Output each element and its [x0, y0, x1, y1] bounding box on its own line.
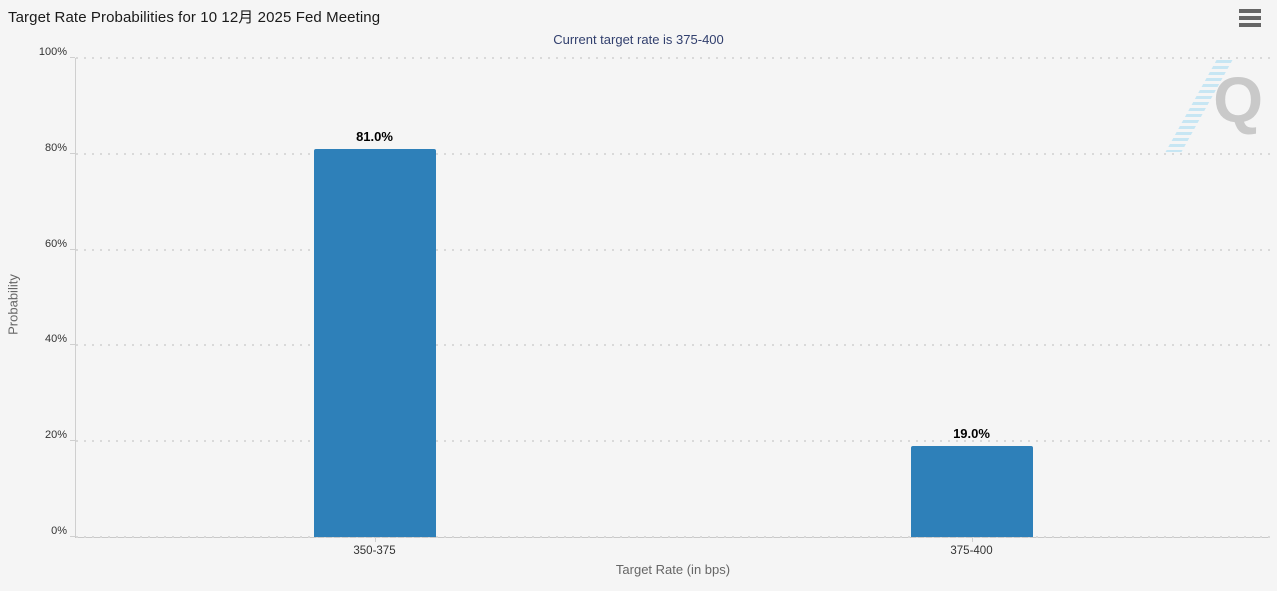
gridline — [76, 536, 1270, 538]
y-axis-tick-label: 100% — [38, 46, 67, 58]
chart-context-menu-button[interactable] — [1239, 8, 1263, 28]
gridline — [76, 152, 1270, 155]
chart-title: Target Rate Probabilities for 10 12月 202… — [8, 9, 381, 26]
y-axis-tick-label: 80% — [44, 141, 67, 154]
bar[interactable] — [313, 149, 436, 537]
gridline — [76, 440, 1270, 443]
hamburger-icon — [1239, 23, 1261, 27]
x-axis-category-label: 375-400 — [950, 545, 993, 557]
y-axis-line — [75, 58, 76, 537]
y-axis-tick-label: 0% — [51, 525, 67, 537]
chart-subtitle: Current target rate is 375-400 — [553, 32, 724, 47]
y-axis-tick-label: 20% — [44, 429, 67, 442]
y-axis-tick-label: 40% — [44, 333, 67, 346]
y-axis-tick — [70, 57, 75, 58]
y-axis-tick — [70, 440, 75, 442]
y-axis-tick-label: 60% — [44, 237, 67, 250]
y-axis-title: Probability — [5, 274, 21, 335]
bar-value-label: 19.0% — [953, 425, 990, 441]
hamburger-icon — [1239, 16, 1261, 20]
x-axis-category-label: 350-375 — [353, 545, 396, 557]
gridline — [76, 344, 1270, 347]
hamburger-icon — [1239, 9, 1261, 13]
y-axis-tick — [70, 536, 75, 537]
y-axis-tick — [70, 344, 75, 346]
bar-value-label: 81.0% — [356, 129, 393, 144]
x-axis-tick — [374, 537, 376, 542]
gridline — [76, 248, 1270, 251]
x-axis-title: Target Rate (in bps) — [615, 562, 731, 577]
plot-area: 0% 20% 40% 60% 80% 100% 81.0% 350-375 19.0% 375-4… — [39, 46, 1270, 557]
y-axis-tick — [70, 248, 75, 250]
gridline — [76, 57, 1270, 59]
x-axis-tick — [971, 537, 973, 542]
y-axis-tick — [70, 152, 75, 154]
bar[interactable] — [910, 446, 1033, 537]
